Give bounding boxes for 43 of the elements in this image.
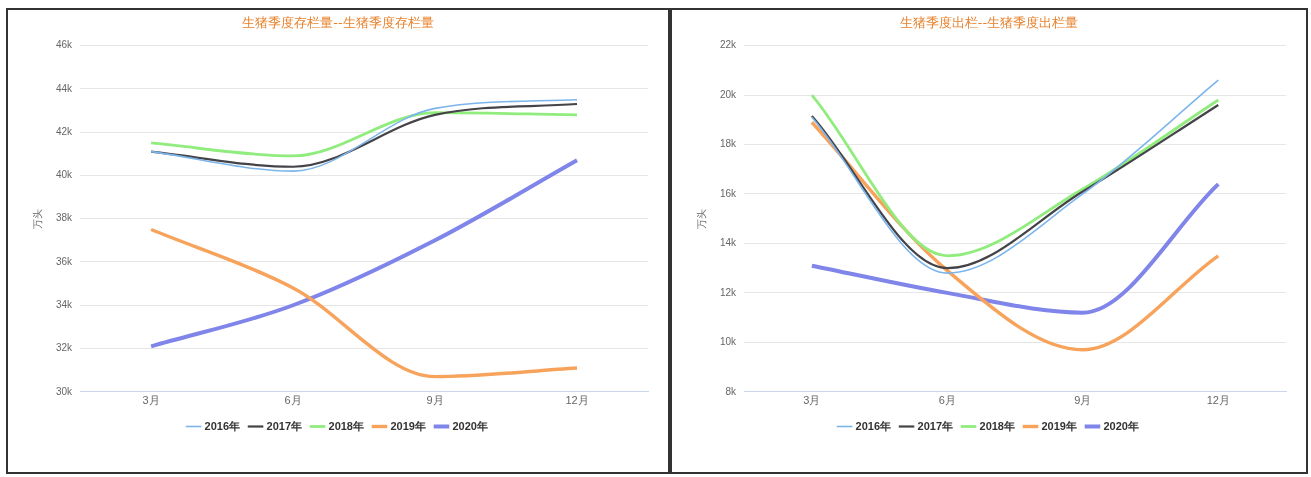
legend-label: 2016年	[855, 419, 892, 432]
legend-label: 2016年	[204, 419, 241, 432]
legend-label: 2019年	[1041, 419, 1077, 432]
y-tick-label: 12k	[720, 286, 738, 298]
x-tick-label: 9月	[1074, 394, 1092, 407]
line-series	[149, 227, 579, 379]
y-tick-label: 30k	[56, 385, 74, 397]
y-tick-label: 32k	[56, 342, 74, 354]
y-axis-title: 万头	[695, 208, 707, 229]
legend-label: 2018年	[979, 419, 1015, 432]
x-tick-label: 6月	[284, 394, 302, 407]
y-tick-label: 18k	[720, 138, 738, 150]
x-tick-label: 3月	[803, 394, 821, 407]
y-tick-label: 10k	[720, 336, 738, 348]
x-tick-label: 3月	[142, 394, 160, 407]
x-tick-label: 12月	[1206, 394, 1230, 407]
y-tick-label: 8k	[725, 385, 738, 397]
legend-label: 2020年	[452, 419, 488, 432]
y-tick-label: 14k	[720, 237, 738, 249]
y-tick-label: 20k	[720, 88, 738, 100]
y-tick-label: 46k	[56, 39, 74, 51]
y-tick-label: 40k	[56, 169, 74, 181]
x-tick-label: 12月	[565, 394, 589, 407]
y-axis-title: 万头	[31, 208, 43, 229]
line-series	[809, 182, 1221, 315]
y-tick-label: 22k	[720, 39, 738, 51]
line-series	[149, 158, 580, 349]
y-tick-label: 16k	[720, 187, 738, 199]
y-tick-label: 38k	[56, 212, 74, 224]
legend-label: 2019年	[390, 419, 426, 432]
x-tick-label: 9月	[426, 394, 444, 407]
y-tick-label: 36k	[56, 255, 74, 267]
x-tick-label: 6月	[938, 394, 956, 407]
legend-label: 2017年	[917, 419, 954, 432]
legend-label: 2017年	[266, 419, 303, 432]
chart-title: 生猪季度存栏量--生猪季度存栏量	[242, 15, 434, 31]
y-tick-label: 34k	[56, 299, 74, 310]
chart-title: 生猪季度出栏--生猪季度出栏量	[899, 15, 1079, 31]
legend-label: 2018年	[328, 419, 364, 432]
y-tick-label: 44k	[56, 82, 74, 94]
legend-label: 2020年	[1103, 419, 1139, 432]
y-tick-label: 42k	[56, 125, 74, 137]
line-series	[149, 111, 579, 158]
